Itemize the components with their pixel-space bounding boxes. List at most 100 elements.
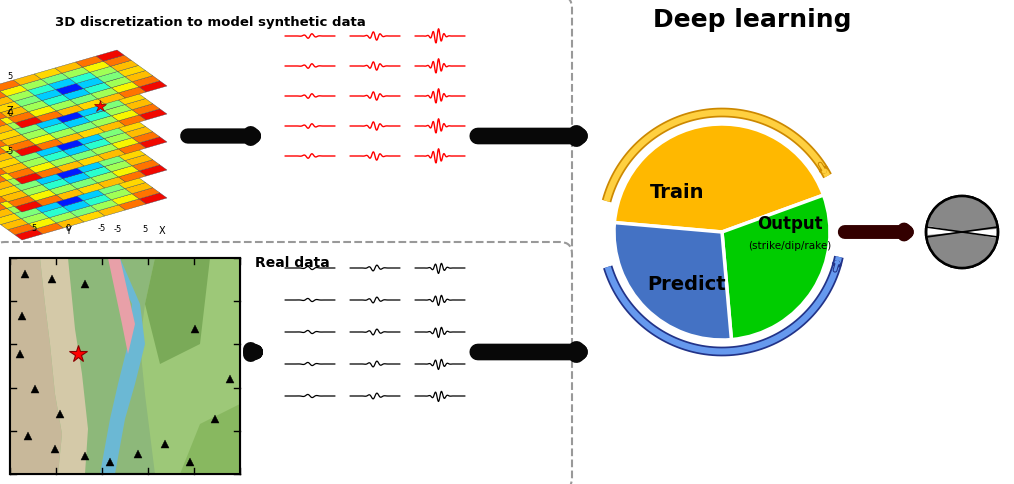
Polygon shape <box>90 172 119 183</box>
Polygon shape <box>34 68 62 79</box>
Polygon shape <box>69 156 97 167</box>
Polygon shape <box>35 195 64 206</box>
Polygon shape <box>125 127 153 138</box>
Polygon shape <box>0 136 20 147</box>
Polygon shape <box>180 404 240 474</box>
Polygon shape <box>1 135 28 146</box>
Polygon shape <box>118 121 146 133</box>
Wedge shape <box>614 223 731 340</box>
Polygon shape <box>55 174 83 185</box>
Polygon shape <box>0 197 27 208</box>
Polygon shape <box>56 167 83 179</box>
Polygon shape <box>0 203 7 214</box>
Polygon shape <box>14 95 42 106</box>
Polygon shape <box>42 151 70 162</box>
Polygon shape <box>77 211 104 222</box>
Polygon shape <box>0 164 20 175</box>
Polygon shape <box>49 162 76 173</box>
Circle shape <box>926 196 998 268</box>
Polygon shape <box>57 217 84 228</box>
Polygon shape <box>103 83 131 94</box>
Polygon shape <box>90 151 118 162</box>
Polygon shape <box>27 140 56 151</box>
Polygon shape <box>96 162 124 173</box>
Polygon shape <box>21 129 49 140</box>
Polygon shape <box>76 168 103 179</box>
Polygon shape <box>132 104 160 115</box>
Polygon shape <box>119 171 146 182</box>
Polygon shape <box>34 180 62 191</box>
Polygon shape <box>57 161 84 172</box>
Polygon shape <box>132 132 160 143</box>
Polygon shape <box>111 88 139 99</box>
Polygon shape <box>145 258 210 364</box>
Polygon shape <box>125 71 153 82</box>
Text: Real data: Real data <box>255 256 330 270</box>
Polygon shape <box>90 116 119 127</box>
Polygon shape <box>77 155 104 166</box>
Polygon shape <box>103 139 131 151</box>
Wedge shape <box>614 124 823 232</box>
Polygon shape <box>1 219 28 230</box>
Text: 0: 0 <box>65 224 71 233</box>
Polygon shape <box>35 111 64 122</box>
Polygon shape <box>8 140 35 151</box>
Polygon shape <box>96 50 124 61</box>
Polygon shape <box>76 56 103 67</box>
Polygon shape <box>42 185 69 197</box>
Polygon shape <box>35 139 64 150</box>
Polygon shape <box>77 99 104 110</box>
Polygon shape <box>140 258 240 474</box>
Polygon shape <box>34 118 63 129</box>
Text: Predict: Predict <box>648 274 726 293</box>
Polygon shape <box>28 190 57 201</box>
Polygon shape <box>103 167 131 178</box>
Polygon shape <box>125 99 153 110</box>
Polygon shape <box>49 212 77 223</box>
Polygon shape <box>90 66 118 77</box>
Polygon shape <box>49 100 77 111</box>
Polygon shape <box>35 223 64 234</box>
Polygon shape <box>77 127 104 138</box>
Polygon shape <box>15 229 43 240</box>
Polygon shape <box>69 184 97 196</box>
Polygon shape <box>42 157 69 168</box>
Polygon shape <box>15 201 43 212</box>
Polygon shape <box>70 150 97 161</box>
Polygon shape <box>112 166 139 177</box>
Polygon shape <box>7 91 34 102</box>
Polygon shape <box>111 172 139 183</box>
Text: 5: 5 <box>31 224 37 233</box>
Polygon shape <box>34 173 63 184</box>
Polygon shape <box>21 156 49 168</box>
Polygon shape <box>14 151 42 163</box>
Polygon shape <box>927 196 998 232</box>
Polygon shape <box>118 178 146 189</box>
Text: -5: -5 <box>6 147 14 156</box>
Text: Output: Output <box>757 215 822 233</box>
Polygon shape <box>13 158 42 169</box>
Text: 3D discretization to model synthetic data: 3D discretization to model synthetic dat… <box>55 16 366 29</box>
Polygon shape <box>20 163 49 174</box>
Polygon shape <box>34 90 63 101</box>
Polygon shape <box>14 208 42 219</box>
Text: -5: -5 <box>98 224 106 233</box>
Polygon shape <box>0 113 27 124</box>
Polygon shape <box>96 78 124 89</box>
Polygon shape <box>63 173 90 184</box>
Polygon shape <box>70 178 97 189</box>
Polygon shape <box>0 152 14 164</box>
Polygon shape <box>63 89 90 100</box>
Polygon shape <box>7 174 34 185</box>
Polygon shape <box>62 151 90 162</box>
Polygon shape <box>112 110 139 121</box>
Polygon shape <box>1 191 28 202</box>
Polygon shape <box>0 192 20 203</box>
Polygon shape <box>42 179 70 190</box>
Polygon shape <box>97 205 126 216</box>
Polygon shape <box>132 76 160 87</box>
Polygon shape <box>34 96 62 107</box>
Polygon shape <box>0 208 14 219</box>
Polygon shape <box>119 115 146 126</box>
Polygon shape <box>20 107 49 118</box>
